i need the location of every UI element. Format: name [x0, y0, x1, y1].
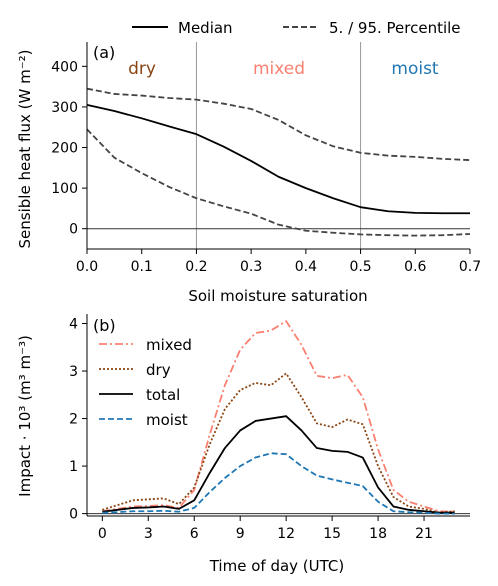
panel-b-y-tick-label: 2 — [69, 412, 78, 428]
panel-b-x-tick-label: 21 — [415, 526, 433, 542]
panel-a-y-tick-label: 100 — [51, 181, 78, 197]
legend-b-label-dry: dry — [146, 361, 171, 379]
panel-a-x-tick-label: 0.0 — [76, 259, 98, 275]
panel-a-y-tick-label: 300 — [51, 100, 78, 116]
panel-a-x-tick-label: 0.1 — [131, 259, 153, 275]
panel-b-x-tick-label: 6 — [190, 526, 199, 542]
region-label-moist: moist — [391, 59, 439, 79]
panel-a-x-tick-label: 0.5 — [349, 259, 371, 275]
legend-b-label-total: total — [146, 386, 180, 404]
panel-b-x-tick-label: 0 — [98, 526, 107, 542]
panel-b-x-tick-label: 18 — [369, 526, 387, 542]
panel-b-y-tick-label: 4 — [69, 317, 78, 333]
panel-a-xlabel: Soil moisture saturation — [188, 287, 367, 305]
panel-a: (a) dry mixed moist Soil moisture satura… — [16, 42, 481, 305]
region-label-mixed: mixed — [253, 59, 305, 79]
panel-a-x-tick-label: 0.3 — [240, 259, 262, 275]
panel-b-y-tick-label: 3 — [69, 364, 78, 380]
panel-b: (b) Time of day (UTC) Impact · 10³ (m³ m… — [16, 314, 470, 575]
legend-top: Median 5. / 95. Percentile — [132, 19, 461, 37]
panel-a-x-tick-label: 0.6 — [404, 259, 426, 275]
panel-b-ylabel: Impact · 10³ (m³ m⁻³) — [16, 335, 34, 497]
panel-a-x-tick-label: 0.2 — [185, 259, 207, 275]
panel-a-x-tick-label: 0.7 — [459, 259, 481, 275]
panel-a-ylabel: Sensible heat flux (W m⁻²) — [16, 50, 34, 249]
panel-b-series-mixed — [102, 320, 455, 513]
panel-a-y-tick-label: 400 — [51, 59, 78, 75]
panel-b-label: (b) — [93, 316, 116, 335]
panel-a-y-tick-label: 0 — [69, 222, 78, 238]
region-label-dry: dry — [128, 59, 156, 79]
panel-a-y-tick-label: 200 — [51, 141, 78, 157]
panel-a-x-tick-label: 0.4 — [295, 259, 317, 275]
panel-b-x-tick-label: 9 — [236, 526, 245, 542]
panel-b-y-tick-label: 1 — [69, 459, 78, 475]
legend-b-label-mixed: mixed — [146, 336, 192, 354]
panel-b-series-total — [102, 415, 455, 514]
legend-b-label-moist: moist — [146, 411, 188, 429]
panel-a-label: (a) — [93, 43, 115, 62]
panel-b-y-tick-label: 0 — [69, 507, 78, 523]
panel-b-series-moist — [102, 452, 455, 515]
panel-b-series-dry — [102, 372, 455, 514]
panel-a-series-95-percentile — [86, 87, 471, 162]
panel-b-x-tick-label: 3 — [144, 526, 153, 542]
panel-a-series-5-percentile — [86, 128, 471, 237]
legend-median-label: Median — [178, 19, 233, 37]
panel-b-x-tick-label: 15 — [323, 526, 341, 542]
panel-b-x-tick-label: 12 — [277, 526, 295, 542]
panel-b-xlabel: Time of day (UTC) — [209, 557, 345, 575]
legend-percentile-label: 5. / 95. Percentile — [329, 19, 461, 37]
panel-a-series-median — [86, 104, 470, 215]
